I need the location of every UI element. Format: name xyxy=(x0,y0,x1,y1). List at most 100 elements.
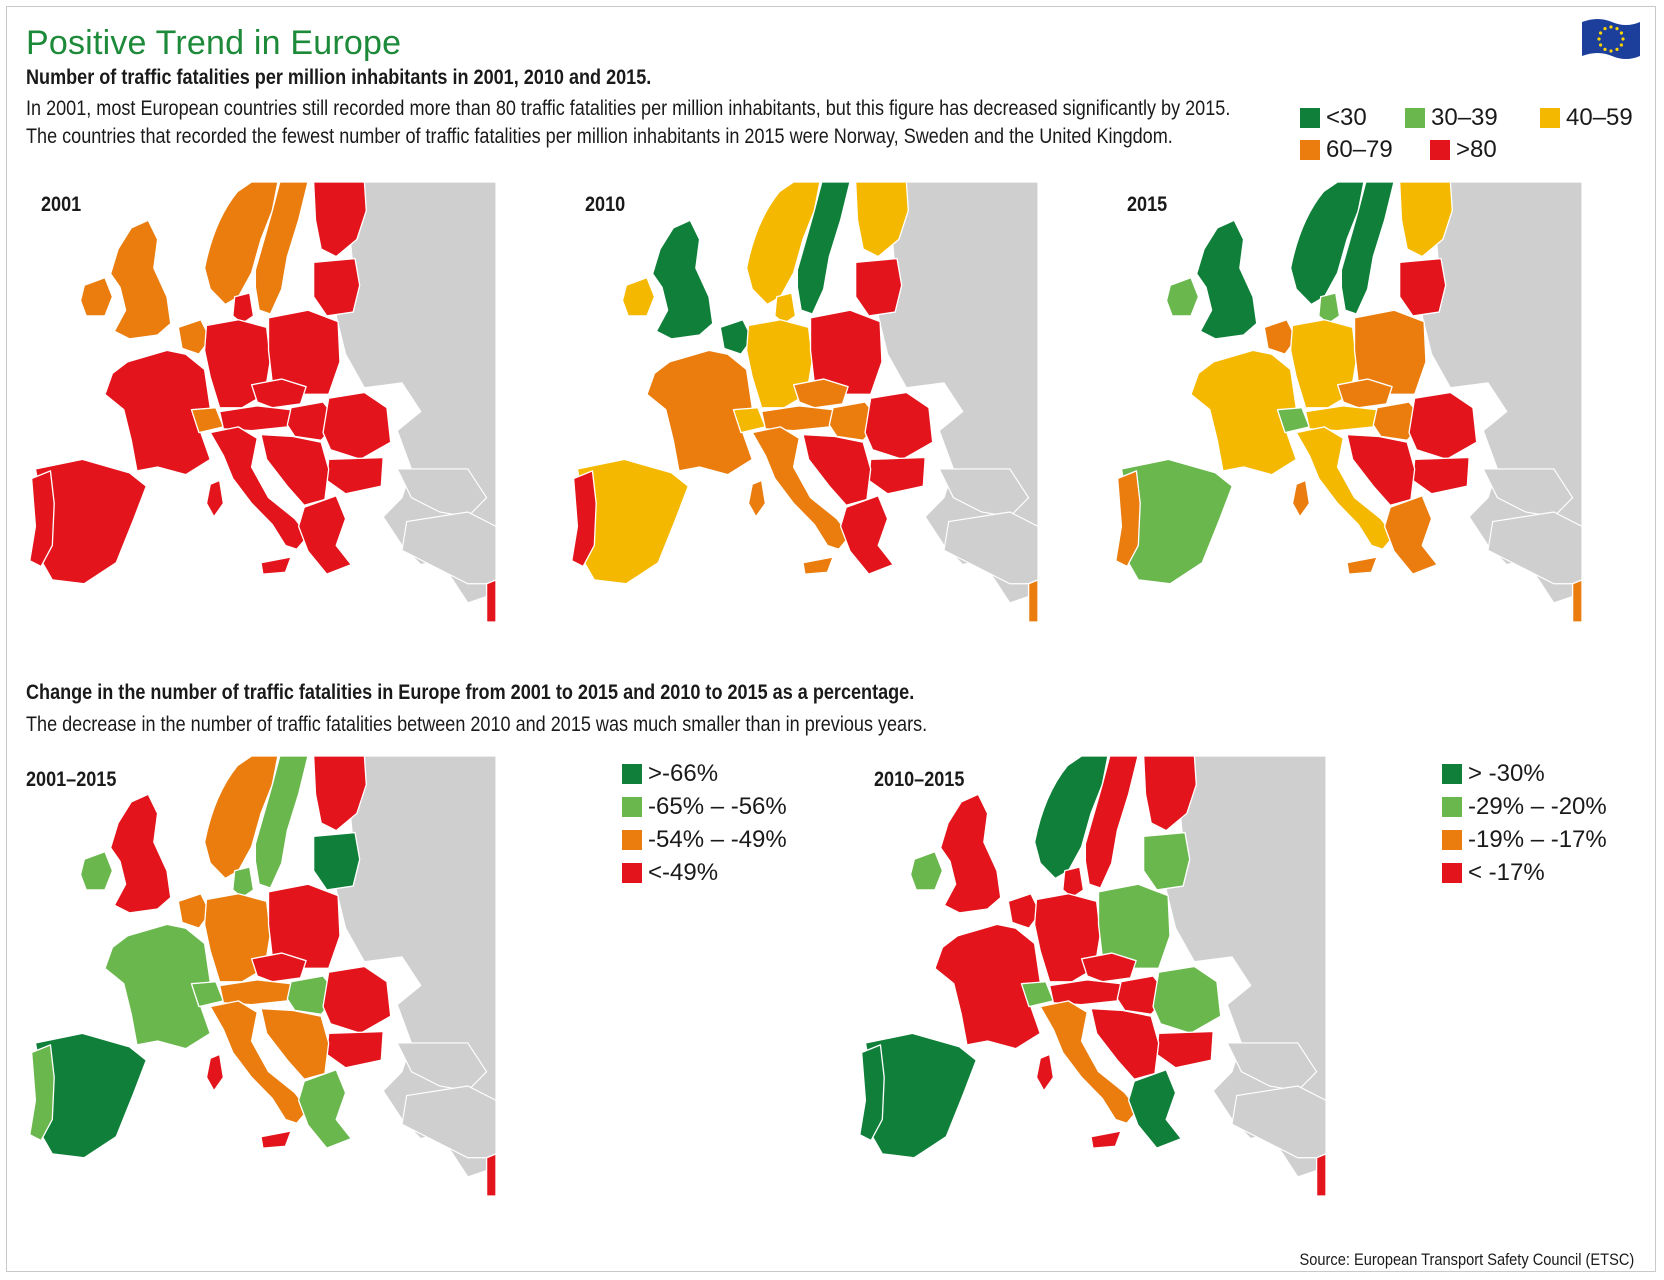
map-label-2010-2015: 2010–2015 xyxy=(874,768,965,791)
region-portugal xyxy=(29,470,55,568)
region-austria xyxy=(218,979,292,1006)
map-label-2001-2015: 2001–2015 xyxy=(26,768,117,791)
region-romania xyxy=(1408,391,1478,461)
region-romania xyxy=(864,391,934,461)
region-austria xyxy=(760,405,834,432)
region-finland xyxy=(312,182,367,258)
region-islands xyxy=(1291,479,1582,622)
non-eu-land xyxy=(1231,1085,1326,1159)
legend-swatch xyxy=(1442,797,1462,817)
region-denmark xyxy=(1318,292,1341,325)
region-poland xyxy=(1353,309,1427,396)
legend-item: -19% – -17% xyxy=(1442,826,1607,854)
region-czech xyxy=(250,952,307,983)
section1-desc-line1: In 2001, most European countries still r… xyxy=(26,97,1231,120)
legend-item: 60–79 xyxy=(1300,136,1393,164)
legend-swatch xyxy=(1442,764,1462,784)
section1-desc-line2: The countries that recorded the fewest n… xyxy=(26,125,1173,148)
legend-item: -29% – -20% xyxy=(1442,793,1607,821)
eu-flag-icon xyxy=(1582,19,1640,59)
region-islands xyxy=(1035,1053,1326,1196)
region-baltics xyxy=(854,257,903,317)
legend-item: > -30% xyxy=(1442,760,1545,788)
region-islands xyxy=(205,479,496,622)
legend-label: -29% – -20% xyxy=(1468,793,1607,820)
legend-label: <-49% xyxy=(648,859,719,886)
map-2001-2015 xyxy=(26,756,496,1196)
region-finland xyxy=(312,756,367,832)
section2-desc: The decrease in the number of traffic fa… xyxy=(26,713,928,736)
region-sweden xyxy=(254,756,309,889)
legend-item: 30–39 xyxy=(1405,104,1498,132)
legend-swatch xyxy=(1405,108,1425,128)
europe-map-svg xyxy=(26,182,496,622)
region-denmark xyxy=(232,866,255,899)
legend-swatch xyxy=(622,764,642,784)
region-ireland xyxy=(79,276,114,317)
legend-swatch xyxy=(1442,830,1462,850)
legend-swatch xyxy=(1540,108,1560,128)
legend-label: < -17% xyxy=(1468,859,1545,886)
map-2010 xyxy=(568,182,1038,622)
region-austria xyxy=(1304,405,1378,432)
region-uk xyxy=(109,793,172,914)
region-poland xyxy=(809,309,883,396)
region-portugal xyxy=(29,1044,55,1142)
region-ireland xyxy=(909,850,944,891)
non-eu-land xyxy=(401,1085,496,1159)
region-poland xyxy=(267,309,341,396)
europe-map-svg xyxy=(26,756,496,1196)
region-france xyxy=(1190,349,1297,476)
region-italy xyxy=(751,426,851,550)
section1-heading: Number of traffic fatalities per million… xyxy=(26,66,652,89)
legend-label: > -30% xyxy=(1468,760,1545,787)
region-greece xyxy=(1383,495,1438,575)
europe-map-svg xyxy=(1112,182,1582,622)
map-label-2015: 2015 xyxy=(1127,193,1168,216)
region-sweden xyxy=(796,182,851,315)
page-title: Positive Trend in Europe xyxy=(26,24,402,62)
source-note: Source: European Transport Safety Counci… xyxy=(1299,1250,1634,1269)
region-poland xyxy=(267,883,341,970)
region-denmark xyxy=(232,292,255,325)
legend-label: >80 xyxy=(1456,136,1497,163)
region-greece xyxy=(839,495,894,575)
legend-item: >80 xyxy=(1430,136,1497,164)
legend-swatch xyxy=(1300,140,1320,160)
region-norway xyxy=(203,756,279,880)
legend-item: -65% – -56% xyxy=(622,793,787,821)
section2-heading: Change in the number of traffic fataliti… xyxy=(26,681,915,704)
map-2010-2015 xyxy=(856,756,1326,1196)
region-norway xyxy=(203,182,279,306)
region-greece xyxy=(1127,1069,1182,1149)
region-italy xyxy=(209,426,309,550)
region-ireland xyxy=(621,276,656,317)
region-baltics xyxy=(312,831,361,891)
region-uk xyxy=(939,793,1002,914)
legend-label: -65% – -56% xyxy=(648,793,787,820)
region-france xyxy=(104,923,211,1050)
region-ireland xyxy=(79,850,114,891)
region-france xyxy=(104,349,211,476)
region-romania xyxy=(1152,965,1222,1035)
region-czech xyxy=(1080,952,1137,983)
region-denmark xyxy=(774,292,797,325)
europe-map-svg xyxy=(856,756,1326,1196)
legend-label: <30 xyxy=(1326,104,1367,131)
region-finland xyxy=(854,182,909,258)
region-italy xyxy=(209,1000,309,1124)
map-label-2010: 2010 xyxy=(585,193,626,216)
non-eu-land xyxy=(943,511,1038,585)
legend-swatch xyxy=(1430,140,1450,160)
region-portugal xyxy=(859,1044,885,1142)
region-czech xyxy=(792,378,849,409)
poster-frame xyxy=(6,6,1656,1272)
legend-swatch xyxy=(1442,863,1462,883)
region-czech xyxy=(1336,378,1393,409)
region-denmark xyxy=(1062,866,1085,899)
map-label-2001: 2001 xyxy=(41,193,82,216)
region-islands xyxy=(747,479,1038,622)
europe-map-svg xyxy=(568,182,1038,622)
region-uk xyxy=(651,219,714,340)
region-norway xyxy=(1289,182,1365,306)
